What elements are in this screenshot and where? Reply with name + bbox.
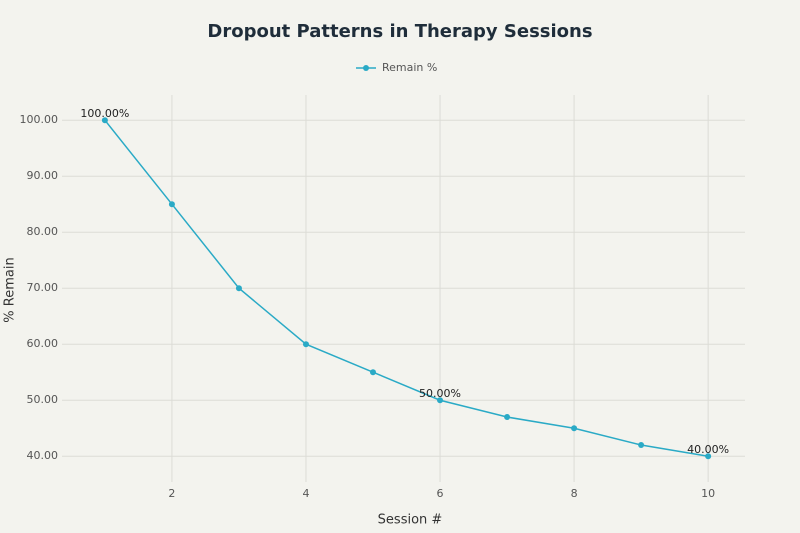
- x-axis-label: Session #: [378, 513, 443, 528]
- data-label: 40.00%: [687, 443, 729, 456]
- y-tick-label: 60.00: [27, 337, 59, 350]
- data-point: [638, 442, 645, 449]
- data-point: [168, 201, 175, 208]
- legend-marker: [363, 65, 369, 71]
- x-tick-label: 2: [168, 487, 175, 500]
- chart-title: Dropout Patterns in Therapy Sessions: [207, 21, 592, 42]
- series-line: [104, 119, 709, 457]
- data-point: [370, 369, 377, 376]
- x-tick-label: 10: [701, 487, 715, 500]
- y-tick-label: 80.00: [27, 225, 59, 238]
- y-tick-label: 100.00: [20, 113, 59, 126]
- x-tick-label: 4: [302, 487, 309, 500]
- data-point: [705, 453, 712, 460]
- y-tick-label: 40.00: [27, 449, 59, 462]
- y-tick-label: 90.00: [27, 169, 59, 182]
- data-point: [571, 425, 578, 432]
- y-tick-label: 70.00: [27, 281, 59, 294]
- x-tick-label: 8: [571, 487, 578, 500]
- legend-label: Remain %: [382, 61, 437, 74]
- data-point: [437, 397, 444, 404]
- data-label: 50.00%: [419, 387, 461, 400]
- y-tick-label: 50.00: [27, 393, 59, 406]
- data-label: 100.00%: [80, 107, 129, 120]
- data-point: [235, 285, 242, 292]
- y-axis-label: % Remain: [3, 257, 18, 322]
- data-point: [302, 341, 309, 348]
- data-point: [101, 117, 108, 124]
- data-point: [504, 414, 511, 421]
- x-tick-label: 6: [437, 487, 444, 500]
